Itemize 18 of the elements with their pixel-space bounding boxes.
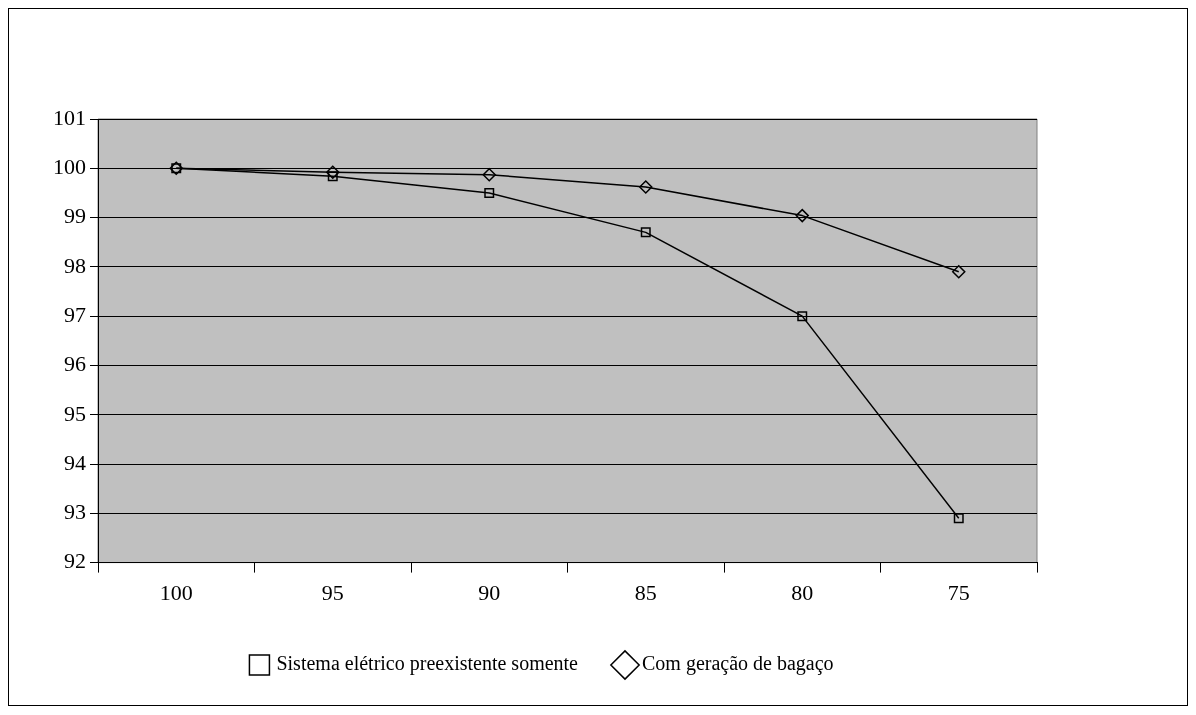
y-tick-label: 96	[64, 351, 86, 377]
y-tick-label: 99	[64, 203, 86, 229]
x-tick-label: 100	[159, 579, 193, 605]
y-tick-label: 98	[64, 252, 86, 278]
x-tick-label: 95	[321, 579, 344, 605]
legend-label: Sistema elétrico preexistente somente	[276, 652, 579, 676]
y-tick-label: 100	[53, 154, 86, 180]
x-tick-label: 85	[634, 579, 657, 605]
x-tick-label: 80	[791, 579, 814, 605]
x-tick-label: 90	[478, 579, 501, 605]
y-tick-label: 93	[64, 499, 86, 525]
y-tick-label: 94	[64, 449, 86, 475]
y-tick-label: 101	[53, 104, 86, 130]
legend-label: Com geração de bagaço	[642, 652, 834, 676]
y-tick-label: 92	[64, 548, 86, 574]
y-tick-label: 95	[64, 400, 86, 426]
x-tick-label: 75	[947, 579, 970, 605]
y-tick-label: 97	[64, 301, 86, 327]
